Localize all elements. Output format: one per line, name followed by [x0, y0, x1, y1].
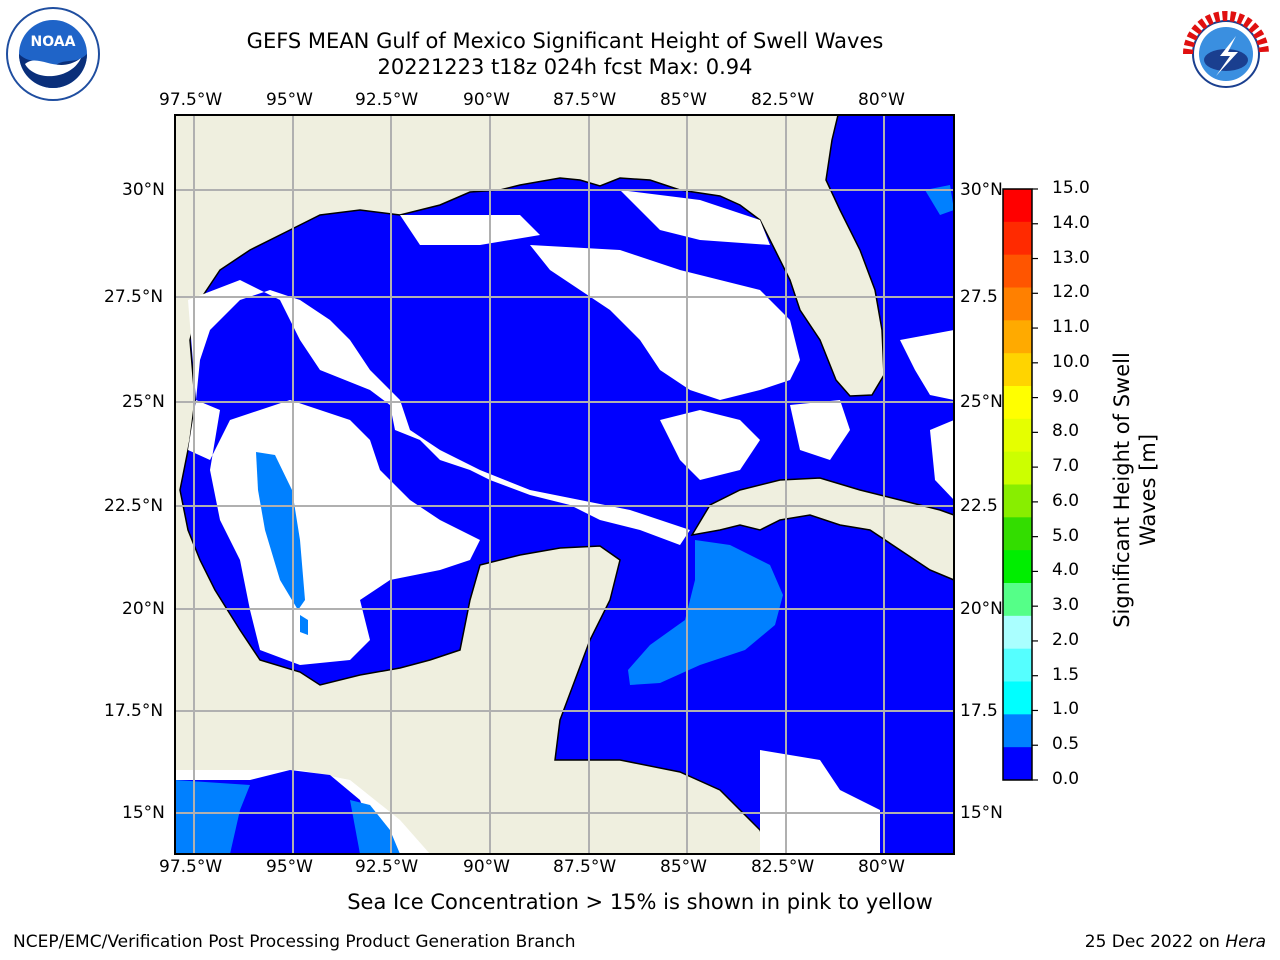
lon-label-top: 82.5°W	[751, 90, 815, 110]
map-gridlines	[175, 115, 954, 854]
colorbar-segment	[1003, 451, 1032, 485]
lat-label-right: 17.5	[960, 701, 998, 721]
colorbar-tick-label: 1.5	[1052, 664, 1080, 685]
colorbar-tick-label: 15.0	[1052, 178, 1090, 198]
colorbar-segment	[1003, 254, 1032, 288]
nws-logo	[1180, 8, 1272, 100]
colorbar-tick-label: 0.0	[1052, 769, 1080, 789]
colorbar-segment	[1003, 615, 1032, 650]
lon-label-top: 92.5°W	[355, 90, 419, 110]
colorbar-segment	[1003, 386, 1032, 420]
colorbar-segment	[1003, 648, 1032, 682]
lat-label-right: 15°N	[960, 803, 1003, 823]
lat-label-left: 22.5°N	[104, 496, 164, 516]
colorbar-segment	[1003, 484, 1032, 518]
colorbar-frame	[1002, 188, 1033, 781]
colorbar-segment	[1003, 681, 1032, 715]
colorbar-tick-label: 14.0	[1052, 212, 1090, 233]
lat-label-left: 30°N	[122, 180, 165, 200]
colorbar-tick-label: 2.0	[1052, 629, 1080, 650]
colorbar-tick-label: 12.0	[1052, 282, 1090, 303]
lat-label-right: 25°N	[960, 392, 1003, 412]
sea-ice-note: Sea Ice Concentration > 15% is shown in …	[347, 890, 933, 914]
lon-label-bottom: 82.5°W	[751, 857, 815, 877]
colorbar-tick-label: 13.0	[1052, 247, 1090, 268]
noaa-logo: NOAA	[6, 7, 100, 101]
colorbar-tick-label: 11.0	[1052, 317, 1090, 338]
colorbar-segment	[1003, 287, 1032, 321]
lon-label-bottom: 92.5°W	[355, 857, 419, 877]
colorbar-segment	[1003, 418, 1032, 453]
map-title: GEFS MEAN Gulf of Mexico Significant Hei…	[246, 29, 884, 53]
colorbar-tick-label: 9.0	[1052, 386, 1080, 407]
lat-label-right: 27.5	[960, 287, 998, 307]
colorbar-label-line1: Significant Height of Swell	[1110, 352, 1134, 628]
lon-label-bottom: 85°W	[660, 857, 707, 877]
lat-label-right: 22.5	[960, 496, 998, 516]
map-frame	[174, 114, 955, 855]
footer-credit: NCEP/EMC/Verification Post Processing Pr…	[13, 932, 576, 952]
lat-label-left: 17.5°N	[104, 701, 164, 721]
colorbar-segment	[1003, 320, 1032, 354]
footer-host: Hera	[1225, 932, 1266, 952]
footer-date: 25 Dec 2022 on Hera	[1085, 932, 1266, 952]
colorbar-segment	[1003, 583, 1032, 617]
colorbar-segment	[1003, 517, 1032, 551]
lon-label-top: 80°W	[858, 90, 905, 110]
lat-label-right: 30°N	[960, 180, 1003, 200]
colorbar-segment	[1003, 714, 1032, 748]
colorbar-tick-label: 6.0	[1052, 490, 1080, 511]
colorbar-tick-label: 5.0	[1052, 525, 1080, 546]
lat-label-left: 20°N	[122, 599, 165, 619]
colorbar-label: Significant Height of Swell Waves [m]	[1085, 352, 1185, 628]
lon-label-top: 97.5°W	[159, 90, 223, 110]
lon-label-bottom: 90°W	[463, 857, 510, 877]
map-subtitle: 20221223 t18z 024h fcst Max: 0.94	[377, 55, 753, 79]
colorbar-tick-label: 7.0	[1052, 456, 1080, 477]
colorbar-segment	[1003, 189, 1032, 223]
lat-label-left: 15°N	[122, 803, 165, 823]
colorbar	[1002, 188, 1038, 781]
lon-label-bottom: 97.5°W	[159, 857, 223, 877]
colorbar-segment	[1003, 353, 1032, 387]
colorbar-label-line2: Waves [m]	[1136, 433, 1160, 547]
colorbar-segment	[1003, 747, 1032, 781]
lon-label-bottom: 95°W	[266, 857, 313, 877]
colorbar-segment	[1003, 550, 1032, 584]
lon-label-top: 90°W	[463, 90, 510, 110]
colorbar-tick-label: 3.0	[1052, 595, 1080, 616]
colorbar-segment	[1003, 221, 1032, 256]
lon-label-top: 85°W	[660, 90, 707, 110]
lat-label-left: 25°N	[122, 392, 165, 412]
colorbar-tick-label: 0.5	[1052, 734, 1080, 755]
noaa-logo-text: NOAA	[31, 34, 76, 50]
colorbar-tick-label: 8.0	[1052, 421, 1080, 442]
lon-label-bottom: 87.5°W	[553, 857, 617, 877]
lon-label-top: 95°W	[266, 90, 313, 110]
colorbar-tick-label: 4.0	[1052, 560, 1080, 581]
lon-label-bottom: 80°W	[858, 857, 905, 877]
lat-label-right: 20°N	[960, 599, 1003, 619]
colorbar-tick-label: 1.0	[1052, 699, 1080, 720]
lon-label-top: 87.5°W	[553, 90, 617, 110]
footer-date-text: 25 Dec 2022 on	[1084, 932, 1226, 952]
lat-label-left: 27.5°N	[104, 287, 164, 307]
colorbar-tick-label: 10.0	[1052, 351, 1090, 372]
